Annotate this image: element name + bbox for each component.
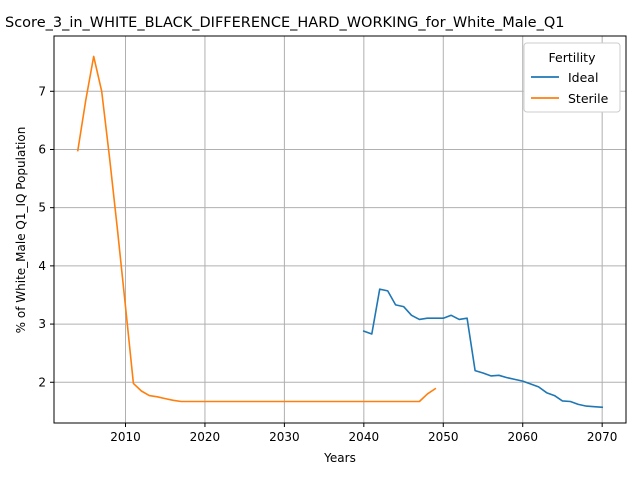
y-tick-label: 6: [38, 142, 46, 156]
series-line-ideal: [362, 288, 604, 409]
series-line-sterile: [76, 55, 437, 403]
y-tick-label: 7: [38, 84, 46, 98]
legend-label-sterile: Sterile: [568, 91, 609, 106]
chart-title: Score_3_in_WHITE_BLACK_DIFFERENCE_HARD_W…: [5, 15, 565, 31]
y-tick-label: 5: [38, 201, 46, 215]
x-tick-label: 2060: [507, 430, 538, 444]
x-tick-label: 2020: [190, 430, 221, 444]
plot-frame: [53, 35, 627, 424]
legend: Fertility Ideal Sterile: [523, 42, 621, 113]
legend-label-ideal: Ideal: [568, 70, 598, 85]
axis-ticks: 2010 2020 2030 2040 2050 2060 2070 2 3 4 5 6 7: [38, 84, 617, 444]
x-tick-label: 2070: [587, 430, 618, 444]
y-tick-label: 2: [38, 375, 46, 389]
y-axis-label: % of White_Male Q1_IQ Population: [14, 127, 28, 334]
y-tick-label: 4: [38, 259, 46, 273]
x-tick-label: 2040: [349, 430, 380, 444]
x-tick-label: 2030: [269, 430, 300, 444]
x-tick-label: 2010: [110, 430, 141, 444]
y-tick-label: 3: [38, 317, 46, 331]
legend-title: Fertility: [549, 50, 597, 65]
series-lines: [76, 55, 604, 409]
x-axis-label: Years: [323, 451, 356, 465]
x-tick-label: 2050: [428, 430, 459, 444]
legend-box: [523, 42, 621, 113]
